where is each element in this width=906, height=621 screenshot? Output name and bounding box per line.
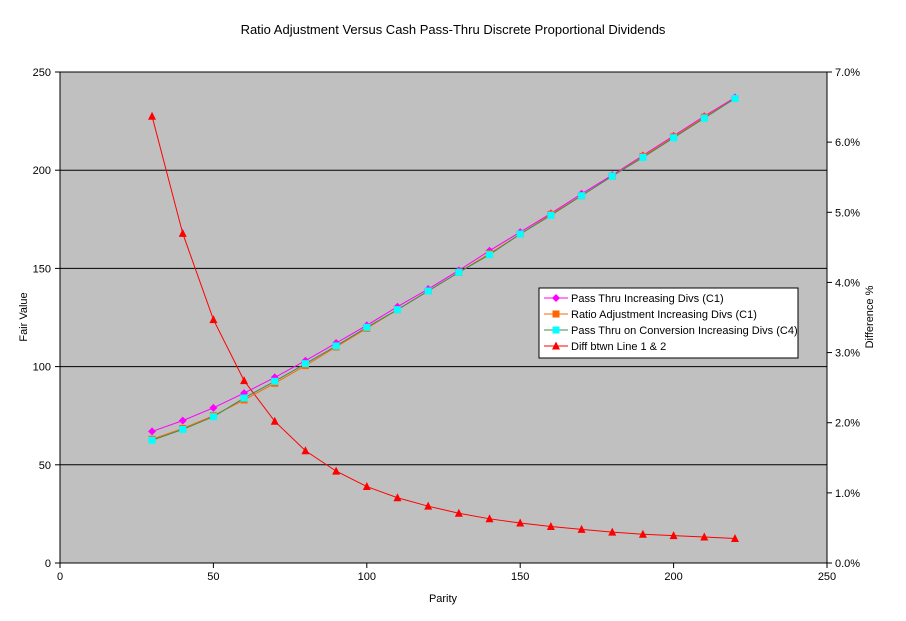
data-point <box>730 533 739 542</box>
legend-label: Pass Thru on Conversion Increasing Divs … <box>571 325 798 337</box>
data-point <box>639 153 647 161</box>
y-tick-label: 150 <box>33 263 51 275</box>
y-tick-label: 200 <box>33 165 51 177</box>
data-point <box>332 466 341 475</box>
y2-tick-label: 2.0% <box>835 418 860 430</box>
data-point <box>731 95 739 103</box>
data-point <box>455 268 463 276</box>
legend-label: Ratio Adjustment Increasing Divs (C1) <box>571 309 757 321</box>
data-point <box>271 377 279 385</box>
data-point <box>669 531 678 540</box>
data-point <box>209 413 217 421</box>
legend-marker <box>552 326 560 334</box>
data-point <box>516 230 524 238</box>
data-point <box>209 403 218 412</box>
data-point <box>578 192 586 200</box>
data-point <box>486 251 494 259</box>
y2-tick-label: 3.0% <box>835 348 860 360</box>
series-line <box>151 116 735 539</box>
y-tick-label: 250 <box>33 67 51 79</box>
y2-axis-title: Difference % <box>864 285 876 348</box>
data-point <box>638 529 647 538</box>
x-tick-label: 100 <box>358 571 376 583</box>
data-point <box>209 315 218 324</box>
x-axis-ticks: 0 50 100 150 200 250 <box>57 563 836 583</box>
data-point <box>240 376 249 385</box>
data-point <box>301 360 309 368</box>
data-point <box>608 172 616 180</box>
y2-tick-label: 4.0% <box>835 277 860 289</box>
y2-tick-label: 1.0% <box>835 488 860 500</box>
y2-axis-ticks: 0.0% 1.0% 2.0% 3.0% 4.0% 5.0% 6.0% 7.0% <box>827 67 860 570</box>
legend-item: Pass Thru Increasing Divs (C1) <box>544 293 724 305</box>
series-layer <box>148 93 739 542</box>
legend-box <box>538 287 799 359</box>
y-tick-label: 100 <box>33 362 51 374</box>
data-point <box>332 342 340 350</box>
data-point <box>393 493 402 502</box>
x-axis-title: Parity <box>429 593 458 605</box>
gridlines <box>60 71 827 466</box>
series-line <box>151 98 736 441</box>
x-tick-label: 50 <box>207 571 219 583</box>
x-tick-label: 200 <box>664 571 682 583</box>
legend-label: Diff btwn Line 1 & 2 <box>571 341 666 353</box>
legend-label: Pass Thru Increasing Divs (C1) <box>571 293 724 305</box>
legend-item: Ratio Adjustment Increasing Divs (C1) <box>544 309 757 321</box>
y-tick-label: 0 <box>45 558 51 570</box>
y2-tick-label: 0.0% <box>835 558 860 570</box>
legend-marker <box>552 341 560 350</box>
data-point <box>670 134 678 142</box>
legend: Pass Thru Increasing Divs (C1) Ratio Adju… <box>538 287 799 359</box>
data-point <box>700 532 709 541</box>
y-axis-ticks: 0 50 100 150 200 250 <box>33 67 60 570</box>
legend-marker <box>552 294 560 302</box>
data-point <box>179 425 187 433</box>
data-point <box>546 522 555 531</box>
data-point <box>148 427 157 436</box>
data-point <box>270 416 279 425</box>
legend-marker <box>552 310 560 318</box>
x-tick-label: 250 <box>818 571 836 583</box>
data-point <box>148 111 157 120</box>
data-point <box>178 228 187 237</box>
x-tick-label: 0 <box>57 571 63 583</box>
data-point <box>485 514 494 523</box>
data-point <box>301 446 310 455</box>
y-tick-label: 50 <box>39 460 51 472</box>
legend-item: Pass Thru on Conversion Increasing Divs … <box>544 325 798 337</box>
axes <box>59 72 828 564</box>
series-line <box>151 97 736 432</box>
x-tick-label: 150 <box>511 571 529 583</box>
data-point <box>363 323 371 331</box>
data-point <box>424 501 433 510</box>
data-point <box>240 394 248 402</box>
data-point <box>454 508 463 517</box>
y-axis-title: Fair Value <box>18 292 30 341</box>
data-point <box>393 306 401 314</box>
data-point <box>577 524 586 533</box>
y2-tick-label: 7.0% <box>835 67 860 79</box>
data-point <box>608 527 617 536</box>
data-point <box>516 518 525 527</box>
legend-item: Diff btwn Line 1 & 2 <box>544 341 666 353</box>
y2-tick-label: 5.0% <box>835 207 860 219</box>
series-3 <box>148 95 739 444</box>
data-point <box>424 287 432 295</box>
data-point <box>148 436 156 444</box>
chart-title: Ratio Adjustment Versus Cash Pass-Thru D… <box>241 22 666 37</box>
y2-tick-label: 6.0% <box>835 137 860 149</box>
data-point <box>547 211 555 219</box>
data-point <box>178 416 187 425</box>
series-4 <box>148 111 739 542</box>
data-point <box>362 482 371 491</box>
data-point <box>700 114 708 122</box>
